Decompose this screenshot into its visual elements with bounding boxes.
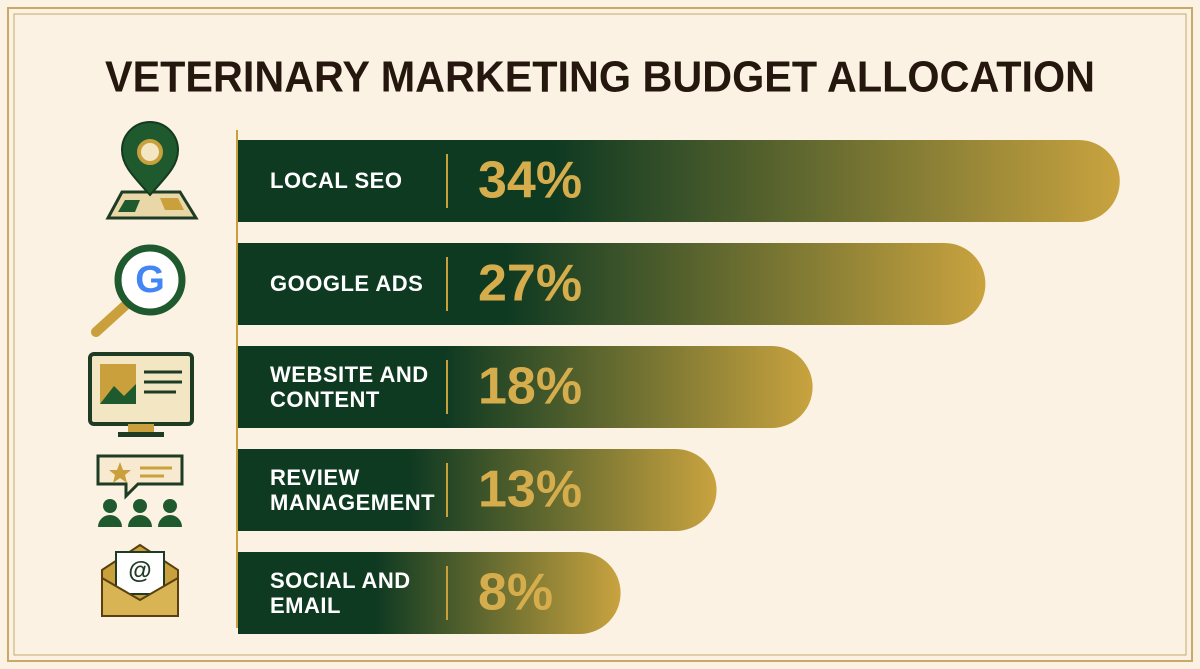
value-label: 27% <box>478 255 582 313</box>
bar <box>238 243 986 325</box>
icon-glyph: G <box>135 259 165 301</box>
icon-map-pin <box>105 121 199 220</box>
bar <box>238 552 621 634</box>
category-label: GOOGLE ADS <box>270 271 424 297</box>
chart-title: VETERINARY MARKETING BUDGET ALLOCATION <box>105 53 1095 102</box>
category-label: REVIEW MANAGEMENT <box>270 464 436 515</box>
inner-border <box>13 13 1187 656</box>
bar <box>238 346 813 428</box>
icon-monitor <box>88 352 194 437</box>
category-label: WEBSITE AND CONTENT <box>270 361 429 412</box>
value-label: 13% <box>478 461 582 519</box>
value-label: 18% <box>478 358 582 416</box>
bar <box>238 140 1120 222</box>
bar <box>238 449 717 531</box>
value-label: 34% <box>478 152 582 210</box>
icon-search: G <box>91 244 186 337</box>
outer-border <box>7 7 1193 662</box>
icon-reviews <box>96 454 184 527</box>
icon-glyph: @ <box>128 557 151 584</box>
icon-email: @ <box>101 543 179 617</box>
category-label: SOCIAL AND EMAIL <box>270 567 411 618</box>
value-label: 8% <box>478 564 553 622</box>
category-label: LOCAL SEO <box>270 168 403 194</box>
